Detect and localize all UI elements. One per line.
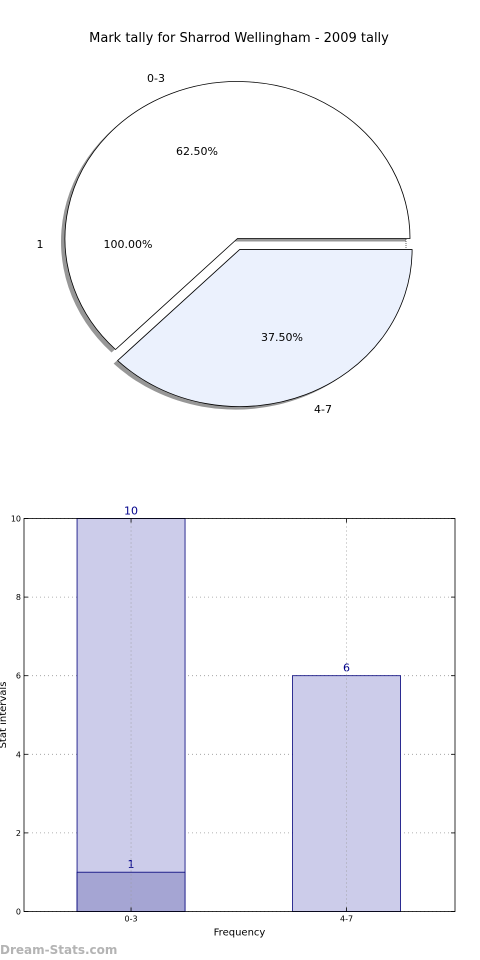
ytick-0: 0 bbox=[16, 908, 21, 917]
y-axis-label: Stat intervals bbox=[0, 682, 9, 749]
pie-chart: 0-3 62.50% 4-7 37.50% 1 100.00% bbox=[37, 72, 413, 416]
pie-pct-4-7: 37.50% bbox=[261, 331, 303, 344]
bar-label-0-3-s0: 10 bbox=[124, 505, 138, 518]
pie-pct-0-3: 62.50% bbox=[176, 145, 218, 158]
page-title: Mark tally for Sharrod Wellingham - 2009… bbox=[89, 31, 389, 46]
bar-label-4-7-s0: 6 bbox=[343, 662, 350, 675]
ytick-10: 10 bbox=[11, 515, 21, 524]
ytick-8: 8 bbox=[16, 593, 21, 602]
xtick-0-3: 0-3 bbox=[125, 915, 138, 924]
plot-frame bbox=[23, 518, 456, 912]
xtick-4-7: 4-7 bbox=[340, 915, 353, 924]
pie-label-4-7: 4-7 bbox=[314, 403, 332, 416]
watermark: Dream-Stats.com bbox=[0, 943, 118, 957]
bar-label-0-3-s1: 1 bbox=[128, 858, 135, 871]
x-axis-label: Frequency bbox=[214, 928, 266, 939]
pie-label-0-3: 0-3 bbox=[147, 72, 165, 85]
pie-slice-4-7 bbox=[117, 249, 413, 407]
ytick-4: 4 bbox=[16, 750, 21, 759]
bar-0-3-s1 bbox=[76, 871, 186, 912]
ytick-2: 2 bbox=[16, 829, 21, 838]
pie-slice-0-3 bbox=[64, 81, 411, 351]
pie-inner-pct: 100.00% bbox=[104, 238, 153, 251]
pie-inner-label: 1 bbox=[37, 238, 44, 251]
ytick-6: 6 bbox=[16, 672, 21, 681]
